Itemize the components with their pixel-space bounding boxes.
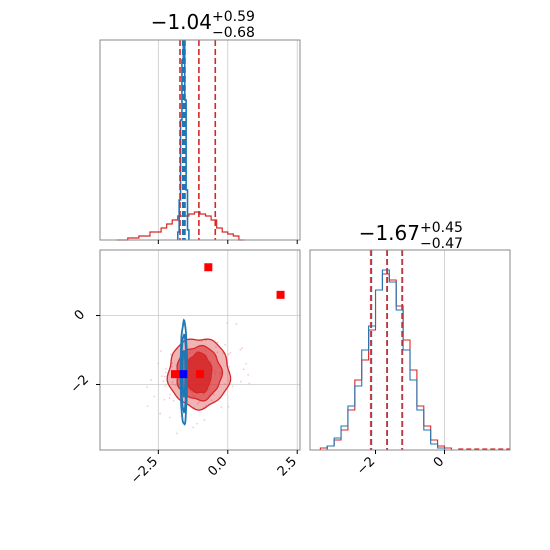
scatter-point <box>169 393 171 396</box>
hist-blue-param-1 <box>313 269 459 451</box>
scatter-point <box>239 348 242 351</box>
x-tick-label: −2.5 <box>128 454 161 487</box>
scatter-point <box>162 380 165 383</box>
scatter-point <box>172 383 175 386</box>
title-1-sup: +0.45 <box>420 220 463 236</box>
y-tick-label: 0 <box>72 307 88 323</box>
scatter-point <box>198 401 201 404</box>
scatter-point <box>176 432 178 435</box>
scatter-point <box>192 426 195 429</box>
title-0-sup: +0.59 <box>212 9 255 25</box>
marker-red-square <box>196 370 204 379</box>
y-tick-label: −2 <box>68 372 92 396</box>
title-0-sub: −0.68 <box>212 25 255 41</box>
scatter-point <box>175 384 177 387</box>
scatter-point <box>204 339 207 342</box>
scatter-point <box>245 362 247 365</box>
scatter-point <box>200 340 203 343</box>
title-param-1: −1.67 +0.45 −0.47 <box>359 220 463 252</box>
scatter-point <box>196 422 199 425</box>
scatter-point <box>164 384 167 387</box>
scatter-point <box>157 362 160 365</box>
marker-red-square <box>171 370 179 379</box>
scatter-point <box>228 365 231 368</box>
scatter-point <box>216 351 219 354</box>
scatter-point <box>248 382 251 385</box>
scatter-point <box>227 405 230 408</box>
scatter-point <box>235 323 238 326</box>
scatter-point <box>203 419 206 421</box>
scatter-point <box>159 412 162 415</box>
scatter-point <box>224 343 227 346</box>
scatter-point <box>226 322 229 325</box>
title-param-0: −1.04 +0.59 −0.68 <box>151 9 255 41</box>
scatter-point <box>213 393 215 396</box>
axes-frame <box>99 249 301 451</box>
scatter-point <box>229 351 232 354</box>
scatter-point <box>153 395 156 398</box>
scatter-point <box>240 380 242 383</box>
scatter-point <box>205 404 207 407</box>
scatter-point <box>210 399 213 402</box>
scatter-point <box>160 375 163 378</box>
scatter-point <box>150 379 152 382</box>
title-1-sub: −0.47 <box>420 236 463 252</box>
scatter-point <box>227 379 230 382</box>
scatter-point <box>231 385 234 388</box>
scatter-point <box>159 350 162 352</box>
axes-frame <box>309 249 511 451</box>
marginal-panel-param-1: −2 0 <box>309 249 511 478</box>
x-tick-label: 0 <box>431 454 447 470</box>
joint-panel: −2.5 0.0 2.5 −2 0 <box>68 249 301 487</box>
scatter-point <box>241 347 243 350</box>
scatter-point <box>170 365 173 368</box>
scatter-point <box>163 375 166 378</box>
scatter-point <box>163 398 166 401</box>
scatter-point <box>216 341 219 344</box>
marker-red-square <box>204 263 213 272</box>
marker-blue-square <box>179 370 188 379</box>
scatter-point <box>168 416 171 419</box>
scatter-point <box>196 402 199 405</box>
hist-red-param-0 <box>116 211 245 241</box>
scatter-point <box>215 346 217 348</box>
axes-frame <box>99 39 301 241</box>
scatter-point <box>172 399 175 402</box>
title-0-main: −1.04 <box>151 10 212 34</box>
scatter-point <box>171 381 174 384</box>
scatter-point <box>224 383 226 385</box>
scatter-point <box>170 353 172 356</box>
scatter-point <box>242 368 245 371</box>
scatter-point <box>171 362 174 364</box>
title-1-main: −1.67 <box>359 221 420 245</box>
scatter-point <box>168 397 171 399</box>
scatter-point <box>222 352 224 355</box>
scatter-point <box>247 373 250 376</box>
marginal-panel-param-0 <box>99 39 301 244</box>
marker-red-square <box>276 290 285 299</box>
hist-red-param-1 <box>313 273 459 451</box>
scatter-point <box>220 406 223 409</box>
scatter-point <box>165 368 167 370</box>
scatter-point <box>146 405 149 408</box>
scatter-point <box>146 386 149 388</box>
x-tick-label: 2.5 <box>275 454 300 479</box>
x-tick-label: 0.0 <box>205 454 230 479</box>
scatter-point <box>164 371 167 374</box>
x-tick-label: −2 <box>354 454 378 478</box>
scatter-point <box>227 353 230 356</box>
